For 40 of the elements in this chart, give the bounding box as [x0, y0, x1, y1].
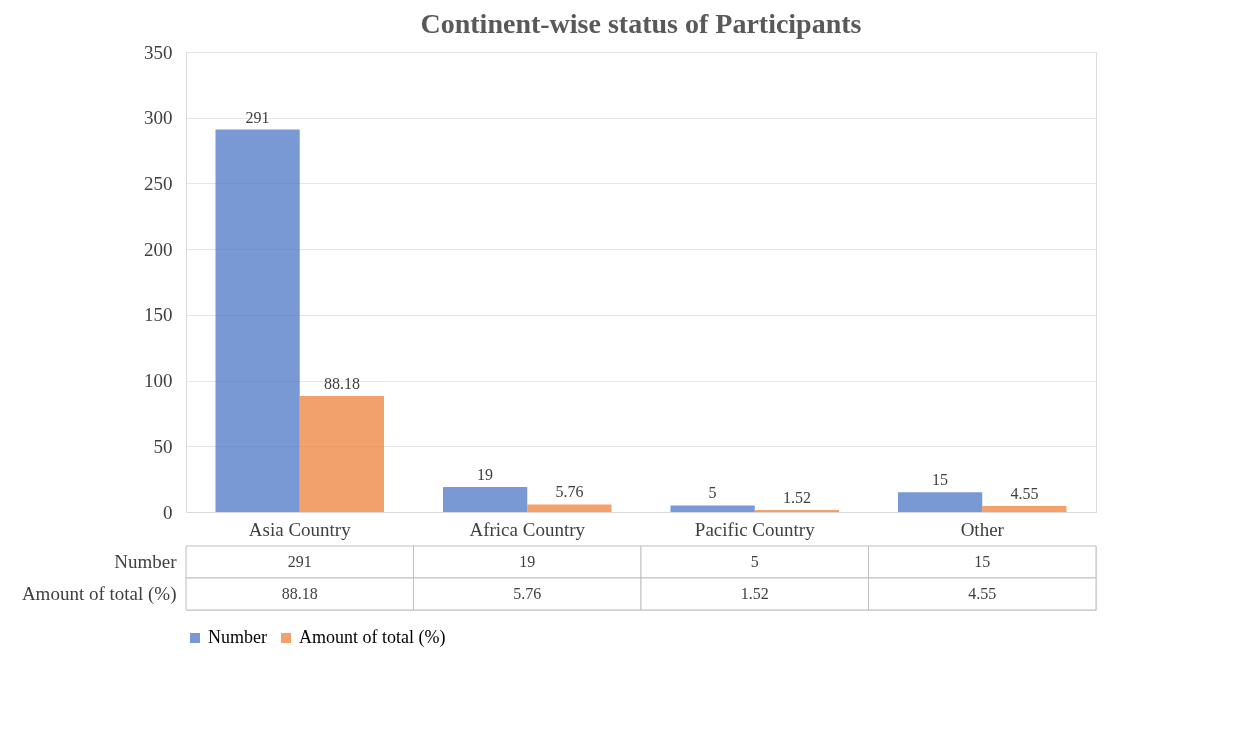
annotation: 15: [932, 471, 949, 489]
x-tick-label: Pacific Country: [694, 518, 816, 540]
data-label: 19: [519, 553, 536, 570]
data-label: 5.76: [513, 585, 542, 602]
bar: [442, 487, 528, 512]
y-tick-label: 100: [144, 370, 173, 392]
x-tick-label: Asia Country: [248, 518, 352, 540]
annotation: 291: [245, 108, 270, 126]
data-label: 291: [287, 553, 312, 570]
y-tick-label: 200: [144, 238, 173, 260]
text: Amount of total (%): [21, 583, 177, 604]
annotation: 88.18: [323, 375, 360, 393]
y-tick-label: 150: [144, 304, 173, 326]
data-label: 4.55: [968, 585, 997, 602]
annotation: 4.55: [1010, 485, 1039, 503]
data-label: 5: [750, 553, 759, 570]
annotation: 1.52: [782, 489, 811, 506]
bar: [299, 396, 385, 512]
legend-label: Number: [208, 627, 267, 647]
annotation: 5: [708, 484, 717, 502]
y-tick-label: 0: [163, 501, 173, 523]
x-tick-label: Other: [960, 518, 1005, 540]
y-tick-label: 300: [144, 107, 173, 129]
y-tick-label: 350: [144, 41, 173, 63]
data-label: 1.52: [740, 585, 769, 602]
text: Number: [114, 551, 177, 572]
bar: [527, 504, 612, 512]
annotation: 5.76: [555, 483, 584, 501]
data-label: 88.18: [281, 585, 318, 602]
bar: [215, 129, 300, 512]
x-tick-label: Africa Country: [469, 518, 586, 540]
data-label: 15: [974, 553, 991, 570]
annotation: 19: [477, 466, 494, 484]
bar: [982, 506, 1067, 512]
chart-title: Continent-wise status of Participants: [420, 8, 862, 39]
bar: [897, 492, 983, 512]
y-tick-label: 250: [144, 172, 173, 194]
legend-label: Amount of total (%): [299, 627, 446, 648]
bar: [670, 505, 755, 512]
y-tick-label: 50: [153, 435, 173, 457]
